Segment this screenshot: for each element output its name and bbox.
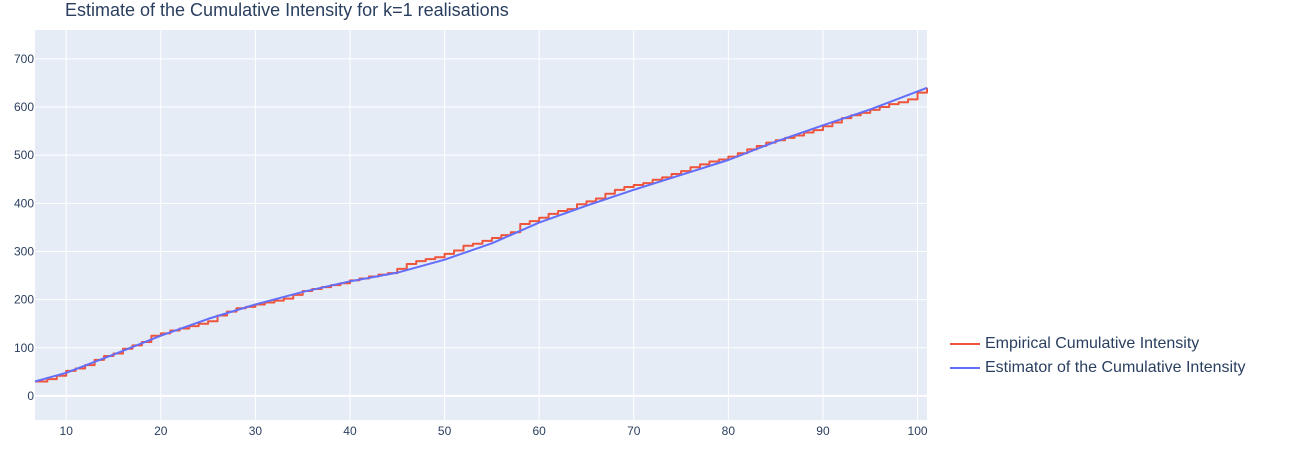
legend-label-estimator: Estimator of the Cumulative Intensity [985, 359, 1246, 376]
series-layer [34, 86, 928, 383]
y-tick-label: 300 [14, 244, 34, 258]
y-tick-label: 100 [14, 341, 34, 355]
x-tick-label: 90 [816, 424, 830, 438]
x-tick-label: 100 [908, 424, 928, 438]
plot-background [35, 30, 927, 420]
legend-label-empirical: Empirical Cumulative Intensity [985, 335, 1200, 352]
y-tick-label: 400 [14, 196, 34, 210]
x-tick-label: 60 [532, 424, 546, 438]
x-tick-label: 20 [154, 424, 168, 438]
legend[interactable]: Empirical Cumulative Intensity Estimator… [950, 332, 1246, 380]
y-tick-label: 500 [14, 148, 34, 162]
estimator-series-line [34, 86, 928, 383]
y-tick-label: 200 [14, 293, 34, 307]
x-tick-label: 30 [249, 424, 263, 438]
chart-title: Estimate of the Cumulative Intensity for… [65, 0, 509, 20]
y-tick-label: 0 [27, 389, 34, 403]
legend-item-estimator[interactable]: Estimator of the Cumulative Intensity [950, 356, 1246, 380]
legend-item-empirical[interactable]: Empirical Cumulative Intensity [950, 332, 1246, 356]
tick-layer: 10 20 30 40 50 60 70 80 90 100 0 100 200 300 400 500 600… [14, 52, 928, 438]
y-tick-label: 700 [14, 52, 34, 66]
legend-swatch-estimator [950, 367, 980, 369]
legend-swatch-empirical [950, 343, 980, 345]
x-tick-label: 70 [627, 424, 641, 438]
x-tick-label: 10 [60, 424, 74, 438]
x-tick-label: 80 [722, 424, 736, 438]
y-tick-label: 600 [14, 100, 34, 114]
grid-layer [35, 30, 927, 420]
x-tick-label: 50 [438, 424, 452, 438]
x-tick-label: 40 [343, 424, 357, 438]
